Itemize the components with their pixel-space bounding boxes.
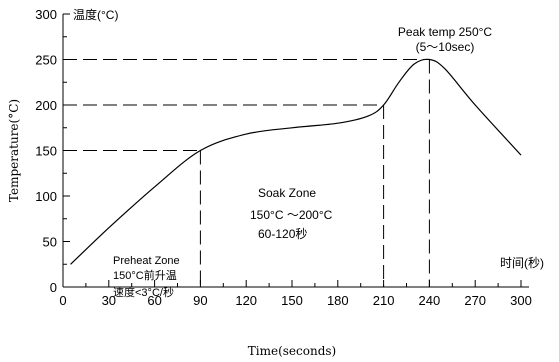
y-tick-label: 100 — [35, 189, 57, 204]
soak-annotation-line1: Soak Zone — [258, 186, 316, 200]
reference-lines — [63, 59, 430, 287]
soak-annotation-line3: 60-120秒 — [258, 227, 307, 241]
x-tick-label: 270 — [464, 293, 486, 308]
preheat-annotation: Preheat Zone 150°C前升温 速度<3°C/秒 — [113, 255, 180, 299]
peak-annotation-line1: Peak temp 250°C — [398, 25, 493, 39]
x-tick-label: 90 — [193, 293, 207, 308]
x-tick-label: 210 — [373, 293, 395, 308]
y-tick-label: 150 — [35, 144, 57, 159]
y-ticks: 0 50 100 150 200 250 300 — [35, 7, 70, 295]
x-tick-label: 30 — [102, 293, 116, 308]
preheat-annotation-line1: Preheat Zone — [113, 255, 180, 267]
temperature-curve — [70, 58, 522, 265]
x-tick-label: 240 — [419, 293, 441, 308]
peak-annotation: Peak temp 250°C (5～10sec) — [398, 25, 493, 54]
preheat-annotation-line2: 150°C前升温 — [113, 268, 177, 282]
soak-annotation: Soak Zone 150°C ～200°C 60-120秒 — [250, 186, 333, 241]
soak-annotation-line2: 150°C ～200°C — [250, 208, 333, 222]
y-axis-title: Temperature(°C) — [7, 99, 21, 202]
y-tick-label: 200 — [35, 98, 57, 113]
x-tick-label: 300 — [510, 293, 532, 308]
y-tick-label: 300 — [35, 7, 57, 22]
x-tick-label: 150 — [281, 293, 303, 308]
x-axis-end-label: 时间(秒) — [500, 256, 544, 270]
x-tick-label: 0 — [59, 293, 66, 308]
peak-annotation-line2: (5～10sec) — [416, 40, 475, 54]
y-tick-label: 0 — [50, 280, 57, 295]
y-tick-label: 50 — [43, 235, 57, 250]
x-tick-label: 120 — [235, 293, 257, 308]
x-ticks: 0 30 60 90 120 150 180 210 240 270 300 — [59, 280, 532, 308]
preheat-annotation-line3: 速度<3°C/秒 — [113, 285, 174, 299]
x-tick-label: 180 — [327, 293, 349, 308]
y-tick-label: 250 — [35, 53, 57, 68]
y-axis-top-label: 温度(°C) — [73, 7, 118, 22]
x-tick-label: 60 — [147, 293, 161, 308]
x-axis-title: Time(seconds) — [248, 344, 336, 358]
